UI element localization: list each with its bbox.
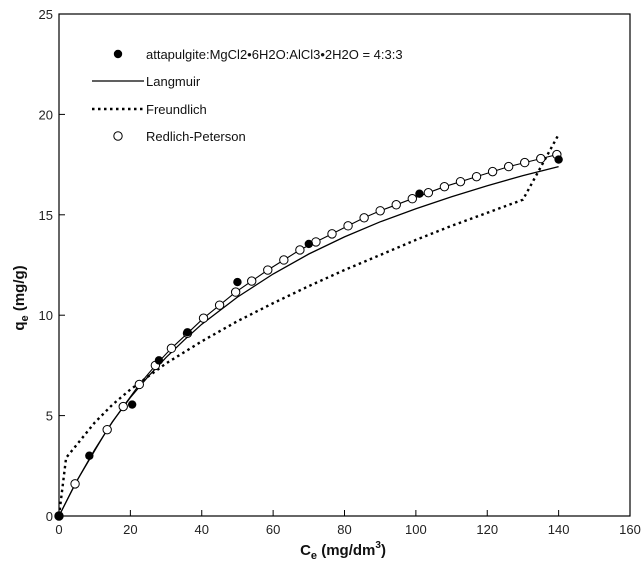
experimental-data-point — [85, 451, 94, 460]
y-tick-label: 15 — [39, 208, 53, 223]
legend-marker-data — [113, 49, 123, 59]
redlich-peterson-point — [70, 479, 80, 489]
redlich-peterson-point — [166, 343, 177, 354]
x-tick-label: 120 — [476, 522, 498, 537]
x-tick-label: 60 — [266, 522, 280, 537]
legend-label-redlich-peterson: Redlich-Peterson — [146, 129, 246, 144]
redlich-peterson-point — [391, 200, 401, 210]
redlich-peterson-point — [423, 188, 434, 198]
legend-label-langmuir: Langmuir — [146, 74, 201, 89]
experimental-data-point — [183, 328, 192, 337]
x-tick-label: 0 — [55, 522, 62, 537]
legend: attapulgite:MgCl2•6H2O:AlCl3•2H2O = 4:3:… — [92, 47, 403, 144]
redlich-peterson-point — [230, 287, 241, 297]
redlich-peterson-point — [503, 161, 514, 172]
redlich-peterson-point — [214, 300, 225, 310]
x-tick-label: 20 — [123, 522, 137, 537]
legend-label-freundlich: Freundlich — [146, 102, 207, 117]
plot-border — [58, 13, 631, 517]
redlich-peterson-point — [247, 276, 257, 286]
y-axis: 0 5 10 15 20 25 — [39, 7, 65, 524]
redlich-peterson-point — [439, 181, 450, 192]
series-layer — [54, 133, 563, 521]
experimental-data-point — [154, 356, 164, 365]
experimental-data-point — [54, 511, 64, 521]
y-axis-title-unit: (mg/g) — [11, 265, 28, 315]
y-axis-title: qe (mg/g) — [11, 265, 31, 330]
x-axis-title-main: C — [300, 542, 311, 559]
plot-area — [58, 13, 631, 517]
y-tick-label: 5 — [46, 409, 53, 424]
x-tick-label: 40 — [195, 522, 209, 537]
x-axis-title: Ce (mg/dm3) — [300, 540, 386, 562]
redlich-peterson-point — [520, 157, 530, 168]
redlich-peterson-point — [536, 153, 546, 164]
redlich-peterson-point — [327, 229, 337, 239]
redlich-peterson-point — [279, 255, 289, 265]
redlich-peterson-point — [343, 221, 353, 231]
experimental-data-point — [233, 277, 242, 287]
x-axis: 0 20 40 60 80 100 120 140 160 — [55, 510, 641, 537]
redlich-peterson-point — [118, 401, 128, 412]
x-axis-title-unit-pre: (mg/dm — [317, 542, 375, 559]
y-tick-label: 20 — [39, 107, 53, 122]
langmuir-curve — [58, 165, 559, 517]
freundlich-curve — [57, 133, 560, 517]
redlich-peterson-point — [359, 213, 369, 223]
redlich-peterson-point — [455, 176, 466, 187]
legend-label-data: attapulgite:MgCl2•6H2O:AlCl3•2H2O = 4:3:… — [146, 47, 403, 62]
y-axis-title-main: q — [11, 321, 28, 330]
redlich-peterson-point — [102, 424, 112, 435]
experimental-data-point — [554, 155, 563, 164]
redlich-peterson-point — [375, 206, 385, 216]
x-axis-title-unit-sup: 3 — [375, 540, 381, 551]
redlich-peterson-point — [263, 265, 273, 275]
experimental-data-point — [415, 189, 424, 198]
y-tick-label: 0 — [46, 509, 53, 524]
x-axis-title-unit-post: ) — [381, 542, 386, 559]
experimental-data-point — [304, 239, 314, 249]
redlich-peterson-point — [487, 166, 498, 177]
y-tick-label: 10 — [39, 308, 53, 323]
x-tick-label: 140 — [548, 522, 570, 537]
redlich-peterson-point — [311, 237, 321, 247]
experimental-data-point — [127, 400, 137, 409]
redlich-peterson-point — [198, 313, 209, 323]
x-axis-title-sub: e — [311, 550, 317, 562]
y-tick-label: 25 — [39, 7, 53, 22]
y-axis-title-sub: e — [19, 315, 31, 321]
x-tick-label: 100 — [405, 522, 427, 537]
redlich-peterson-point — [134, 379, 144, 390]
redlich-peterson-point — [295, 245, 305, 255]
redlich-peterson-point — [471, 171, 482, 182]
x-tick-label: 80 — [337, 522, 351, 537]
redlich-peterson-curve — [58, 154, 557, 517]
x-tick-label: 160 — [619, 522, 641, 537]
legend-marker-redlich-peterson — [113, 131, 123, 141]
redlich-peterson-point — [407, 194, 418, 204]
